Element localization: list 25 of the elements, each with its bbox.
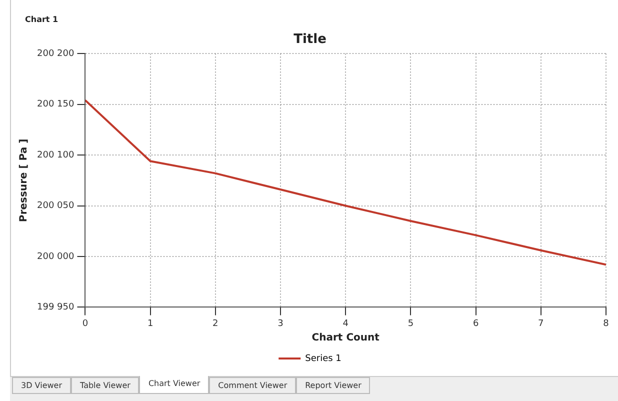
x-tick-label: 0 — [82, 318, 88, 329]
x-tick-label: 6 — [472, 318, 479, 329]
text: 3D Viewer — [12, 377, 71, 394]
x-tick-label: 3 — [278, 318, 284, 329]
legend-label: Series 1 — [305, 354, 342, 364]
chart-title: Title — [294, 32, 327, 48]
x-tick-label: 1 — [147, 318, 154, 329]
x-tick-label: 2 — [212, 318, 218, 329]
y-axis-title: Pressure [ Pa ] — [18, 138, 30, 222]
text: Chart Viewer — [139, 376, 210, 394]
y-tick-label: 199 950 — [37, 302, 74, 313]
x-tick-label: 5 — [408, 318, 414, 329]
y-tick-label: 200 100 — [37, 150, 74, 160]
x-tick-label: 7 — [538, 318, 544, 329]
text: Comment Viewer — [209, 377, 296, 394]
caption: Chart 1 — [25, 15, 58, 24]
x-tick-label: 8 — [603, 318, 610, 329]
text: Table Viewer — [71, 377, 140, 394]
x-tick-label: 4 — [342, 318, 349, 329]
y-tick-label: 200 050 — [37, 201, 74, 212]
text: Report Viewer — [296, 377, 370, 394]
y-tick-label: 200 150 — [37, 100, 74, 110]
y-tick-label: 200 200 — [37, 48, 74, 59]
x-axis-title: Chart Count — [312, 332, 380, 344]
y-tick-label: 200 000 — [37, 252, 74, 262]
